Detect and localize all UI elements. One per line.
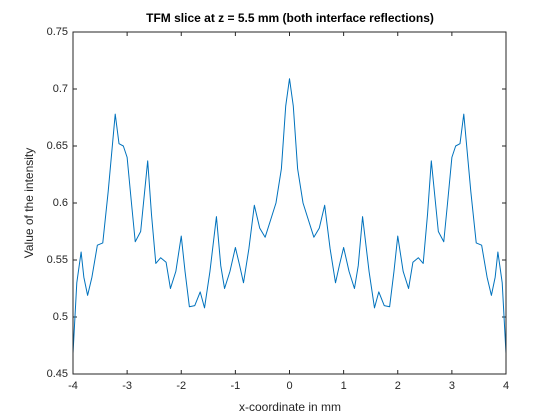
chart-title: TFM slice at z = 5.5 mm (both interface … <box>146 11 434 25</box>
y-tick-label: 0.6 <box>53 197 68 209</box>
plot-area <box>73 32 506 374</box>
y-tick-label: 0.45 <box>47 368 68 380</box>
x-tick-label: -4 <box>68 380 78 392</box>
x-tick-label: 0 <box>286 380 292 392</box>
y-tick-label: 0.65 <box>47 140 68 152</box>
x-tick-label: 2 <box>395 380 401 392</box>
axes-box <box>72 31 507 375</box>
x-tick-label: -2 <box>176 380 186 392</box>
x-tick-label: 1 <box>341 380 347 392</box>
y-tick-label: 0.5 <box>53 311 68 323</box>
y-tick-label: 0.75 <box>47 26 68 38</box>
data-line <box>72 78 507 354</box>
x-tick-label: 4 <box>503 380 509 392</box>
y-tick-label: 0.55 <box>47 254 68 266</box>
y-axis-label: Value of the intensity <box>22 148 36 259</box>
y-tick-label: 0.7 <box>53 83 68 95</box>
x-tick-label: 3 <box>449 380 455 392</box>
x-axis-label: x-coordinate in mm <box>239 400 341 414</box>
x-tick-label: -1 <box>230 380 240 392</box>
x-tick-label: -3 <box>122 380 132 392</box>
